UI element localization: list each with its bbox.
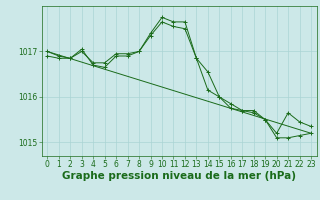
X-axis label: Graphe pression niveau de la mer (hPa): Graphe pression niveau de la mer (hPa)	[62, 171, 296, 181]
